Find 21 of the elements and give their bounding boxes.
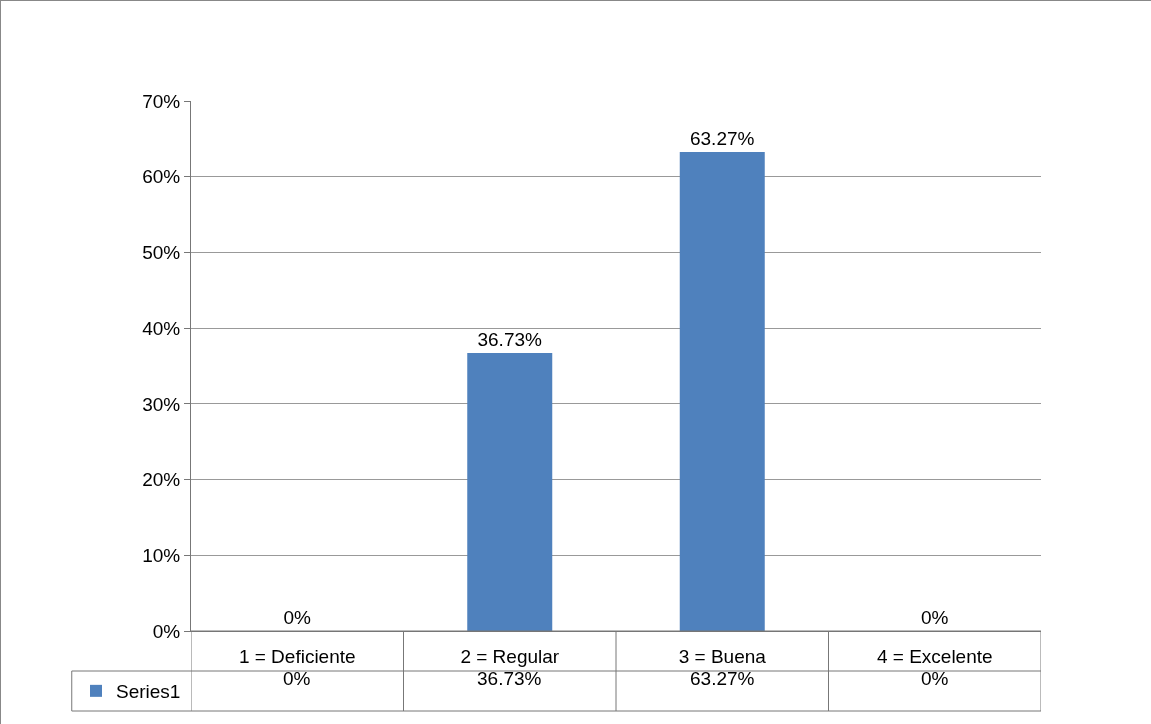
y-tick-label: 10%: [142, 544, 181, 566]
y-tick-label: 50%: [142, 242, 181, 264]
data-label: 36.73%: [477, 668, 542, 689]
text: 63.27%: [689, 127, 755, 149]
y-tick-label: 40%: [142, 317, 181, 339]
x-tick-label: 1 = Deficiente: [238, 645, 356, 667]
x-tick-label: 2 = Regular: [460, 645, 560, 667]
y-tick-label: 60%: [142, 166, 181, 188]
y-tick-label: 0%: [152, 620, 181, 642]
data-label: 0%: [283, 668, 311, 689]
text: 0%: [283, 607, 311, 628]
y-tick-label: 30%: [142, 393, 181, 415]
y-tick-label: 20%: [142, 469, 181, 491]
data-label: 63.27%: [690, 668, 755, 689]
text: 36.73%: [477, 328, 542, 350]
y-tick-label: 70%: [142, 90, 181, 112]
text: 0%: [920, 607, 949, 628]
data-label: 0%: [921, 668, 949, 689]
x-tick-label: 4 = Excelente: [876, 645, 993, 667]
legend-label: Series1: [116, 681, 181, 703]
x-tick-label: 3 = Buena: [678, 645, 767, 667]
